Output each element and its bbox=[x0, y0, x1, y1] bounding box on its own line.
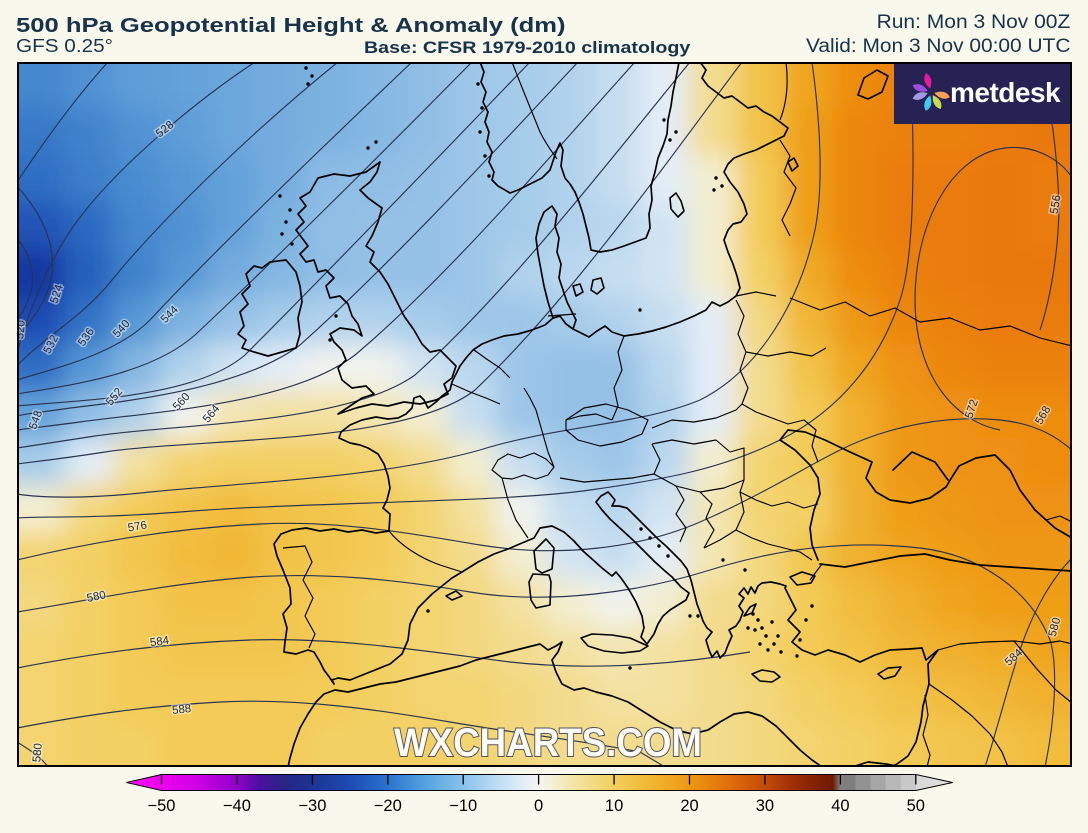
svg-text:30: 30 bbox=[756, 797, 774, 815]
svg-text:−40: −40 bbox=[223, 797, 251, 815]
svg-text:WXCHARTS.COM: WXCHARTS.COM bbox=[394, 721, 702, 765]
svg-text:556: 556 bbox=[1048, 194, 1063, 215]
svg-text:−10: −10 bbox=[449, 797, 477, 815]
svg-text:50: 50 bbox=[907, 797, 925, 815]
svg-text:0: 0 bbox=[534, 797, 543, 815]
svg-text:584: 584 bbox=[149, 635, 170, 650]
svg-text:580: 580 bbox=[31, 743, 45, 763]
svg-text:metdesk: metdesk bbox=[950, 77, 1061, 108]
svg-text:−20: −20 bbox=[374, 797, 402, 815]
svg-text:40: 40 bbox=[831, 797, 849, 815]
svg-text:−50: −50 bbox=[148, 797, 176, 815]
svg-text:576: 576 bbox=[127, 519, 148, 534]
svg-text:10: 10 bbox=[605, 797, 623, 815]
svg-text:580: 580 bbox=[86, 589, 107, 605]
svg-text:−30: −30 bbox=[298, 797, 326, 815]
svg-text:520: 520 bbox=[14, 320, 28, 340]
svg-text:588: 588 bbox=[172, 703, 192, 717]
svg-text:20: 20 bbox=[680, 797, 698, 815]
